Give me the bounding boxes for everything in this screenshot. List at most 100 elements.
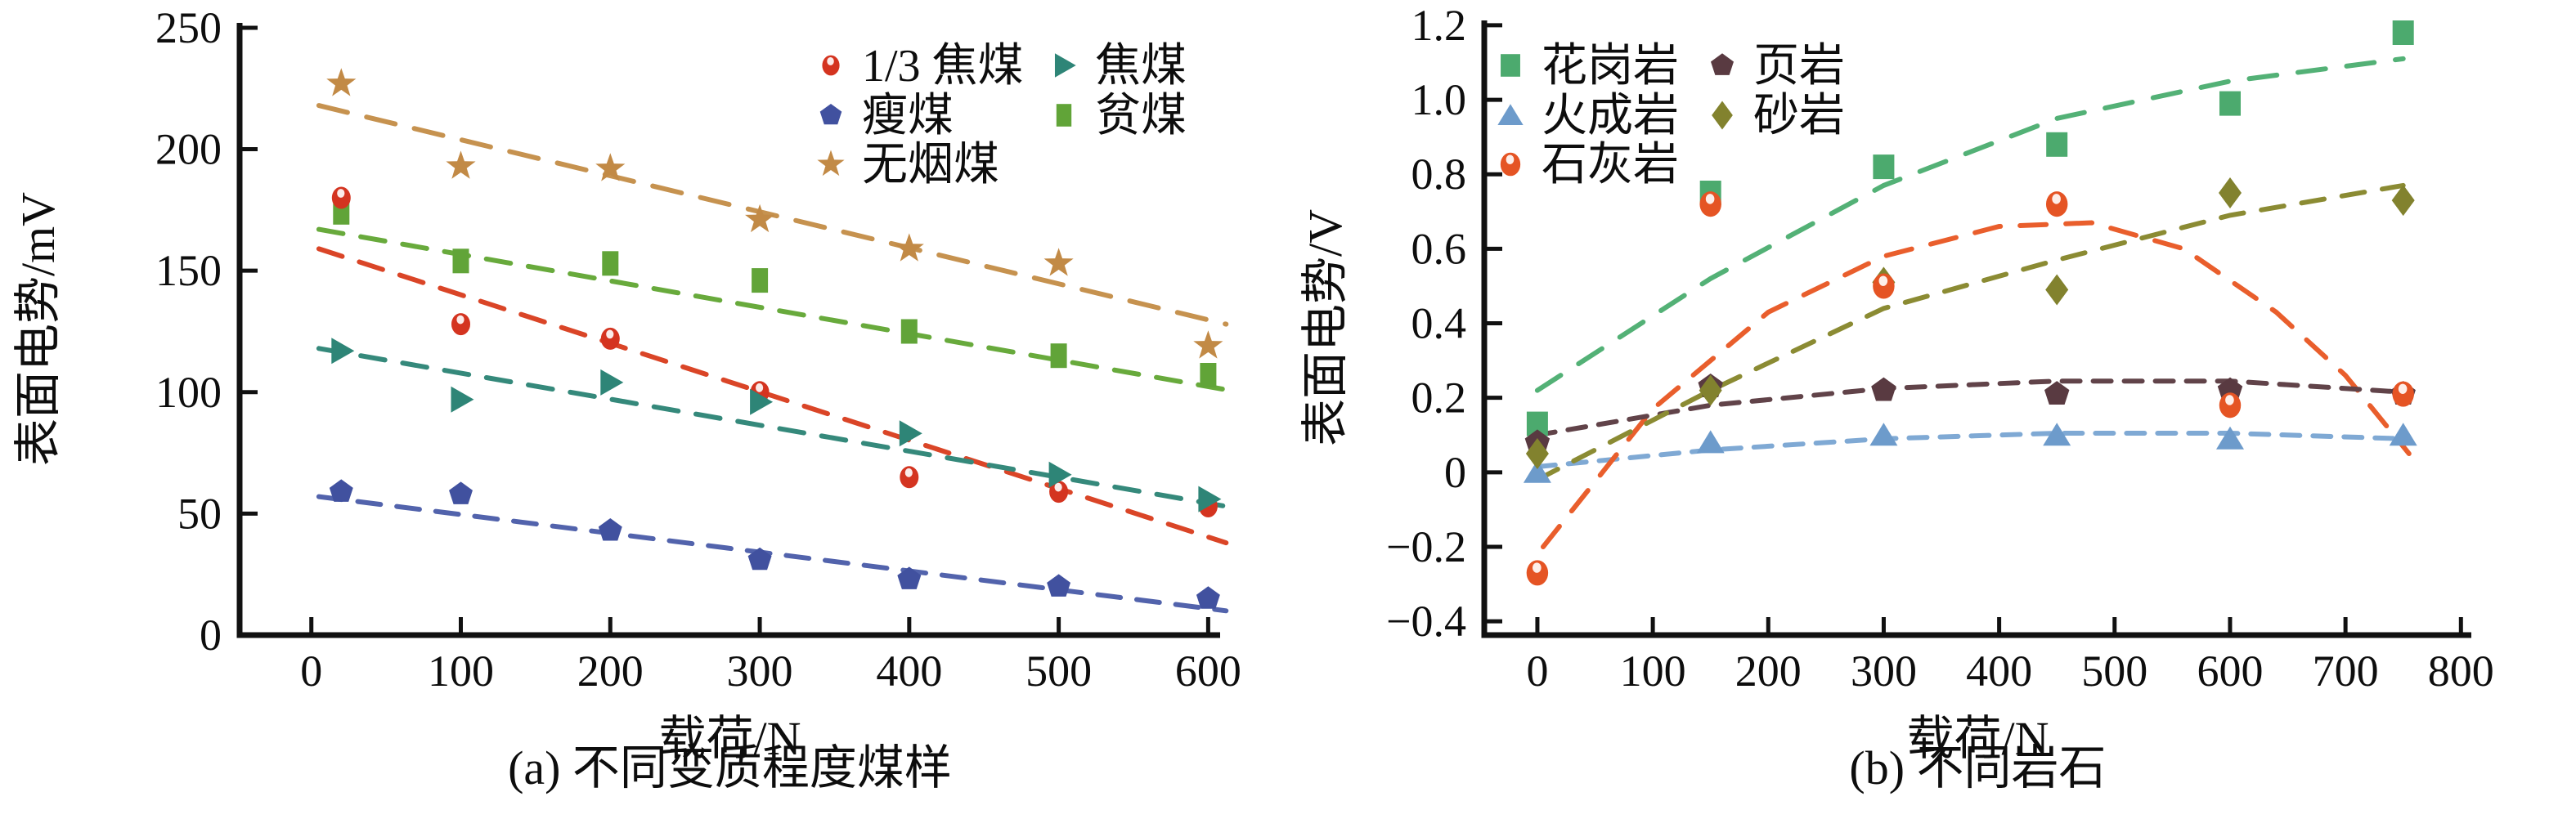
trend-line-series-2	[316, 494, 1229, 614]
glossy-circle-icon	[2219, 392, 2242, 418]
square-icon	[1873, 154, 1895, 180]
triangle-right-icon	[600, 369, 624, 396]
rect-icon	[1200, 363, 1217, 387]
series-0-markers	[331, 186, 1218, 517]
chart-b: 0 100 200 300 400 500 600 700 800 −0.4 −0.2 0 0.2 0.4…	[1299, 1, 2494, 794]
trend-line-series-0	[1534, 56, 2406, 393]
series-2-markers	[329, 479, 1220, 609]
pentagon-icon	[329, 479, 353, 502]
x-tick-label: 0	[300, 647, 322, 696]
chart-b-markers	[1523, 20, 2417, 586]
y-axis-label: 表面电势/mV	[11, 192, 65, 466]
trend-line-series-3	[316, 226, 1229, 392]
y-tick-label: 150	[155, 246, 222, 295]
rect-icon	[1056, 104, 1072, 127]
legend-item-series-1: 火成岩	[1497, 91, 1679, 141]
trend-line-series-4	[316, 103, 1229, 327]
pentagon-icon	[1047, 574, 1071, 597]
legend-item-series-2: 瘦煤	[819, 91, 954, 141]
glossy-circle-icon	[1049, 481, 1069, 503]
glossy-circle-icon	[1699, 191, 1721, 217]
chart-b-axes: 0 100 200 300 400 500 600 700 800 −0.4 −0.2 0 0.2 0.4…	[1386, 1, 2494, 696]
glossy-circle-icon	[2392, 381, 2414, 407]
legend-label: 贫煤	[1095, 91, 1187, 141]
legend-label: 砂岩	[1753, 91, 1845, 141]
y-tick-label: 200	[155, 125, 222, 174]
square-icon	[2219, 91, 2241, 116]
triangle-right-icon	[899, 420, 922, 447]
x-tick-label: 200	[577, 647, 644, 696]
pentagon-icon	[2044, 381, 2070, 405]
triangle-right-icon	[750, 388, 774, 415]
legend-item-series-3: 贫煤	[1056, 91, 1187, 141]
legend-item-series-2: 石灰岩	[1500, 140, 1679, 190]
triangle-up-icon	[1869, 423, 1898, 446]
trend-line-series-0	[316, 246, 1229, 546]
chart-a-markers	[326, 68, 1223, 609]
triangle-right-icon	[1054, 53, 1076, 78]
square-icon	[1501, 54, 1520, 77]
chart-a-axes: 0 100 200 300 400 500 600 0 50 100 150 200 250	[155, 3, 1241, 696]
pentagon-icon	[897, 566, 922, 589]
pentagon-icon	[747, 547, 772, 571]
star-icon	[817, 150, 845, 177]
triangle-up-icon	[2389, 423, 2417, 446]
star-icon	[1193, 330, 1223, 359]
y-tick-label: 50	[177, 489, 222, 538]
trend-line-series-1	[1534, 431, 2406, 469]
star-icon	[894, 233, 924, 262]
star-icon	[326, 68, 357, 96]
glossy-circle-icon	[331, 186, 351, 209]
x-tick-label: 0	[1526, 647, 1548, 696]
legend-item-series-4: 砂岩	[1712, 91, 1845, 141]
rect-icon	[752, 268, 769, 293]
triangle-up-icon	[1696, 430, 1725, 454]
pentagon-icon	[1710, 53, 1735, 75]
glossy-circle-icon	[451, 313, 470, 336]
y-axis-label: 表面电势/V	[1299, 209, 1352, 446]
y-tick-label: 1.2	[1411, 1, 1467, 50]
triangle-right-icon	[1048, 461, 1072, 488]
diamond-icon	[2219, 177, 2242, 208]
x-tick-label: 200	[1735, 647, 1802, 696]
glossy-circle-icon	[1526, 560, 1549, 586]
rect-icon	[900, 319, 918, 344]
y-tick-label: 0	[1444, 448, 1466, 497]
diamond-icon	[1712, 101, 1733, 130]
triangle-right-icon	[331, 338, 355, 365]
legend-item-series-0: 1/3 焦煤	[822, 41, 1024, 92]
x-tick-label: 400	[1966, 647, 2032, 696]
x-tick-label: 700	[2313, 647, 2379, 696]
diamond-icon	[1525, 438, 1549, 469]
legend-item-series-1: 焦煤	[1054, 41, 1187, 92]
glossy-circle-icon	[1500, 152, 1521, 177]
rect-icon	[1050, 343, 1067, 369]
x-tick-label: 300	[1851, 647, 1917, 696]
rect-icon	[452, 248, 469, 274]
chart-a: 0 100 200 300 400 500 600 0 50 100 150 200 250 载荷/N 表面…	[11, 3, 1241, 794]
triangle-up-icon	[1497, 104, 1524, 125]
legend-item-series-3: 页岩	[1710, 41, 1845, 92]
triangle-right-icon	[1198, 486, 1222, 512]
x-tick-label: 600	[1175, 647, 1241, 696]
trend-line-series-1	[316, 346, 1229, 509]
triangle-up-icon	[2216, 426, 2244, 450]
glossy-circle-icon	[600, 327, 620, 350]
legend-label: 页岩	[1753, 41, 1845, 92]
chart-a-trends	[316, 103, 1229, 614]
legend-label: 石灰岩	[1542, 140, 1679, 190]
legend-label: 1/3 焦煤	[862, 41, 1024, 92]
pentagon-icon	[819, 104, 842, 125]
pentagon-icon	[449, 481, 473, 504]
y-tick-label: −0.2	[1386, 522, 1466, 571]
trend-line-series-3	[1534, 378, 2406, 438]
diamond-icon	[2391, 185, 2415, 217]
glossy-circle-icon	[1873, 273, 1895, 299]
star-icon	[1043, 248, 1074, 276]
legend-item-series-0: 花岗岩	[1501, 41, 1679, 92]
legend-label: 焦煤	[1095, 41, 1187, 92]
square-icon	[2046, 132, 2068, 157]
x-tick-label: 600	[2197, 647, 2263, 696]
